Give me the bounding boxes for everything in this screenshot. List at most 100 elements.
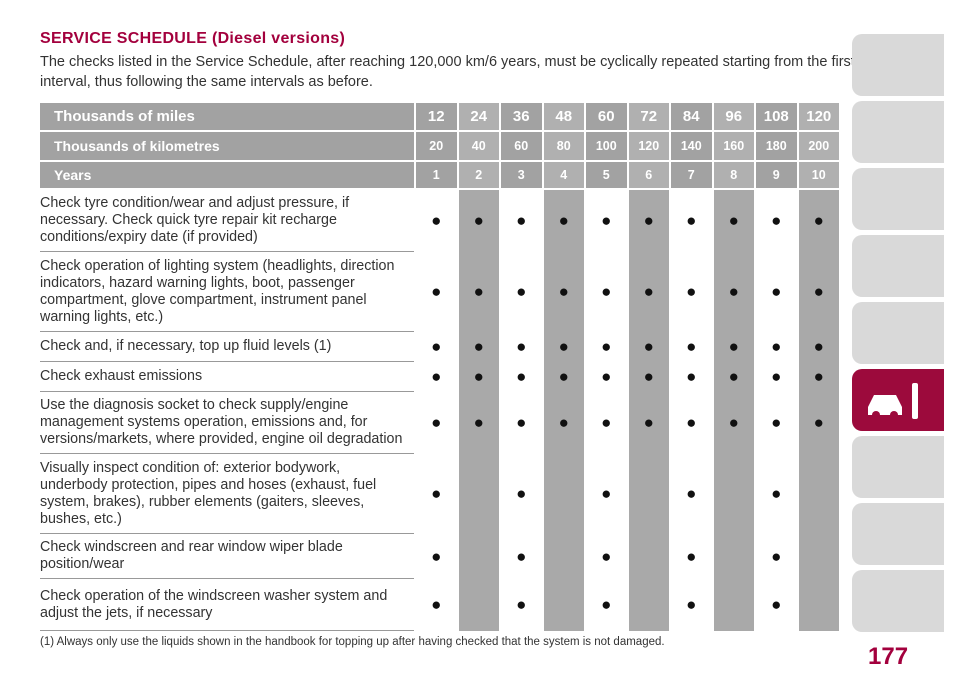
header-value: 10 (798, 162, 839, 188)
row-label-line: indicators, hazard warning lights, boot,… (40, 274, 355, 291)
header-value: 200 (798, 132, 839, 160)
nav-tab[interactable] (852, 302, 944, 364)
check-dot: ● (558, 413, 569, 432)
check-dot: ● (431, 367, 442, 386)
check-dot: ● (516, 282, 527, 301)
check-dot: ● (771, 595, 782, 614)
nav-tab[interactable] (852, 34, 944, 96)
header-value: 5 (586, 162, 627, 188)
header-value: 7 (671, 162, 712, 188)
row-label: Visually inspect condition of: exterior … (40, 454, 414, 534)
header-value: 9 (756, 162, 797, 188)
nav-tab[interactable] (852, 436, 944, 498)
header-value: 180 (756, 132, 797, 160)
check-dot: ● (516, 211, 527, 230)
service-icon (868, 383, 918, 419)
row-label-line: Check and, if necessary, top up fluid le… (40, 338, 332, 354)
column-stripe (713, 190, 754, 631)
check-dot: ● (516, 595, 527, 614)
check-dot: ● (431, 484, 442, 503)
row-label-line: Use the diagnosis socket to check supply… (40, 397, 349, 413)
check-dot: ● (601, 595, 612, 614)
row-label-line: versions/markets, where provided, engine… (40, 431, 403, 447)
header-label: Thousands of kilometres (40, 132, 414, 160)
row-label: Use the diagnosis socket to check supply… (40, 392, 414, 454)
row-label-line: management systems operation, emissions … (40, 414, 368, 430)
header-value: 108 (756, 103, 797, 130)
check-dot: ● (686, 595, 697, 614)
check-dot: ● (431, 546, 442, 566)
check-dot: ● (601, 367, 612, 386)
check-dot: ● (771, 367, 782, 386)
check-dot: ● (601, 211, 612, 230)
check-dot: ● (686, 211, 697, 230)
check-dot: ● (813, 282, 824, 301)
header-value: 48 (543, 103, 584, 130)
check-dot: ● (431, 282, 442, 301)
nav-tab-active[interactable] (852, 369, 944, 431)
page-number: 177 (868, 643, 909, 670)
header-value: 96 (713, 103, 754, 130)
check-dot: ● (686, 367, 697, 386)
header-value: 100 (586, 132, 627, 160)
check-dot: ● (728, 282, 739, 301)
check-dot: ● (516, 413, 527, 432)
row-label: Check tyre condition/wear and adjust pre… (40, 190, 414, 252)
row-label-line: Visually inspect condition of: exterior … (40, 459, 341, 476)
check-dot: ● (813, 413, 824, 432)
nav-tab[interactable] (852, 570, 944, 632)
row-label-line: necessary. Check quick tyre repair kit r… (40, 212, 337, 228)
check-dot: ● (771, 546, 782, 566)
header-value: 120 (798, 103, 839, 130)
nav-tab[interactable] (852, 101, 944, 163)
header-label: Thousands of miles (40, 103, 414, 130)
check-dot: ● (431, 413, 442, 432)
check-dot: ● (516, 546, 527, 566)
check-dot: ● (728, 413, 739, 432)
nav-tab[interactable] (852, 503, 944, 565)
check-dot: ● (771, 484, 782, 503)
intro-line: interval, thus following the same interv… (40, 74, 373, 90)
check-dot: ● (728, 211, 739, 230)
check-dot: ● (601, 282, 612, 301)
row-label-line: conditions/expiry date (if provided) (40, 229, 258, 245)
check-dot: ● (431, 211, 442, 230)
row-label-line: underbody protection, pipes and hoses (e… (40, 476, 377, 493)
check-dot: ● (558, 211, 569, 230)
header-value: 6 (628, 162, 669, 188)
header-value: 120 (628, 132, 669, 160)
column-stripe (628, 190, 669, 631)
check-dot: ● (558, 337, 569, 356)
intro-line: The checks listed in the Service Schedul… (40, 54, 855, 70)
check-dot: ● (813, 367, 824, 386)
row-label-line: Check operation of lighting system (head… (40, 257, 395, 274)
check-dot: ● (686, 546, 697, 566)
check-dot: ● (601, 337, 612, 356)
check-dot: ● (771, 211, 782, 230)
check-dot: ● (431, 595, 442, 614)
nav-tab[interactable] (852, 168, 944, 230)
header-value: 24 (458, 103, 499, 130)
header-value: 72 (628, 103, 669, 130)
header-value: 8 (713, 162, 754, 188)
row-label-line: position/wear (40, 556, 125, 572)
check-dot: ● (558, 282, 569, 301)
row-label-line: Check tyre condition/wear and adjust pre… (40, 195, 350, 211)
row-label-line: warning lights, etc.) (40, 308, 164, 325)
header-value: 12 (416, 103, 457, 130)
row-label: Check operation of the windscreen washer… (40, 579, 414, 631)
check-dot: ● (813, 211, 824, 230)
header-value: 80 (543, 132, 584, 160)
header-value: 60 (501, 132, 542, 160)
header-value: 160 (713, 132, 754, 160)
row-label: Check operation of lighting system (head… (40, 252, 414, 332)
row-label-line: system, brakes), rubber elements (gaiter… (40, 493, 365, 510)
check-dot: ● (771, 337, 782, 356)
check-dot: ● (686, 282, 697, 301)
check-dot: ● (516, 367, 527, 386)
row-label-line: Check operation of the windscreen washer… (40, 587, 388, 604)
row-label-line: Check exhaust emissions (40, 368, 203, 384)
nav-tab[interactable] (852, 235, 944, 297)
header-value: 4 (543, 162, 584, 188)
header-value: 40 (458, 132, 499, 160)
